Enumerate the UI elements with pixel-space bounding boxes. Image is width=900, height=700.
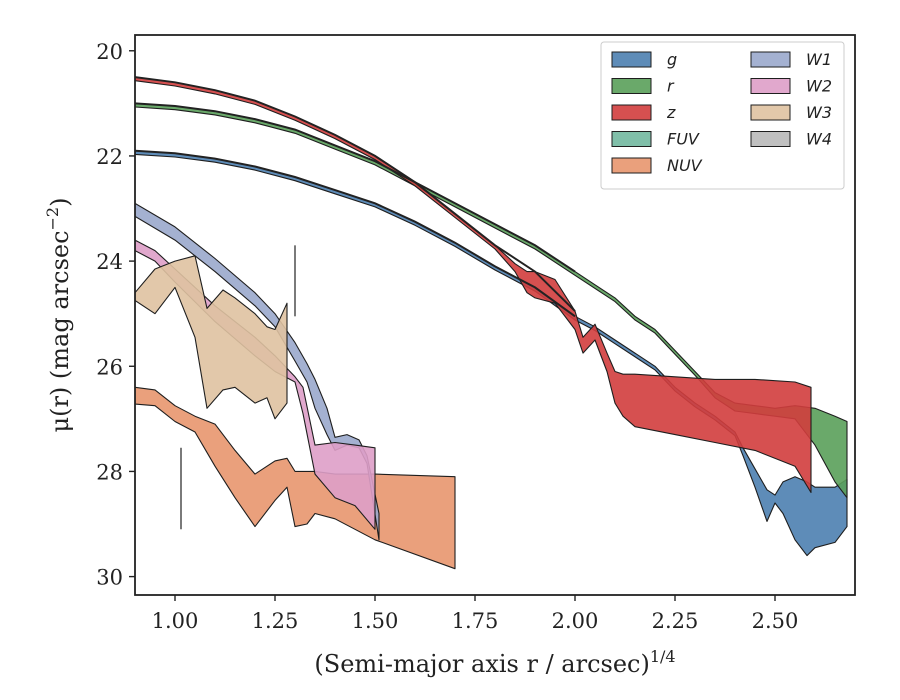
legend-swatch-w2	[750, 78, 791, 94]
x-axis-ticks: 1.00 1.25 1.50 1.75 2.00 2.25 2.50	[152, 595, 799, 633]
legend-label-g: g	[667, 50, 677, 69]
x-tick-label: 1.25	[252, 609, 299, 633]
legend-swatch-z	[611, 104, 652, 121]
plot-frame	[134, 34, 856, 596]
legend-label-fuv: FUV	[667, 130, 700, 149]
legend-label-nuv: NUV	[667, 156, 703, 175]
legend-label-w4: W4	[806, 130, 832, 149]
x-tick-label: 1.50	[352, 609, 399, 633]
reference-curve-1	[135, 76, 576, 312]
y-axis-ticks: 20 22 24 26 28 30	[96, 40, 135, 590]
legend-label-w1: W1	[806, 50, 832, 69]
legend-label-z: z	[666, 103, 676, 122]
marker-lines	[180, 245, 296, 530]
profile-bands	[135, 76, 848, 570]
x-tick-label: 2.50	[752, 609, 799, 633]
reference-curves	[135, 76, 576, 318]
y-axis-label: μ(r) (mag arcsec−2)	[43, 198, 74, 433]
legend-label-w3: W3	[806, 103, 832, 122]
legend: grz FUV NUV W1 W2 W3 W4	[600, 41, 845, 190]
x-tick-label: 2.00	[552, 609, 599, 633]
y-tick-label: 26	[96, 355, 123, 379]
band-w1	[135, 202, 380, 541]
y-tick-label: 24	[96, 250, 123, 274]
y-tick-label: 28	[96, 460, 123, 484]
legend-swatch-w3	[750, 104, 791, 121]
reference-curve-2	[135, 102, 576, 273]
x-axis-label: (Semi-major axis r / arcsec)1/4	[314, 647, 675, 678]
y-tick-label: 20	[96, 40, 123, 64]
legend-swatch-nuv	[611, 157, 652, 174]
legend-swatch-w1	[750, 51, 791, 68]
x-tick-label: 2.25	[652, 609, 699, 633]
x-tick-label: 1.75	[452, 609, 499, 633]
band-nuv	[135, 386, 456, 570]
legend-swatch-r	[611, 78, 652, 94]
y-tick-label: 22	[96, 145, 123, 169]
legend-label-r: r	[667, 77, 675, 96]
legend-swatch-fuv	[611, 131, 652, 147]
y-tick-label: 30	[96, 566, 123, 590]
reference-curve-3	[135, 149, 576, 318]
legend-swatch-w4	[750, 131, 791, 147]
legend-label-w2: W2	[806, 77, 832, 96]
legend-swatch-g	[611, 51, 652, 68]
band-w3	[135, 255, 288, 420]
x-tick-label: 1.00	[152, 609, 199, 633]
